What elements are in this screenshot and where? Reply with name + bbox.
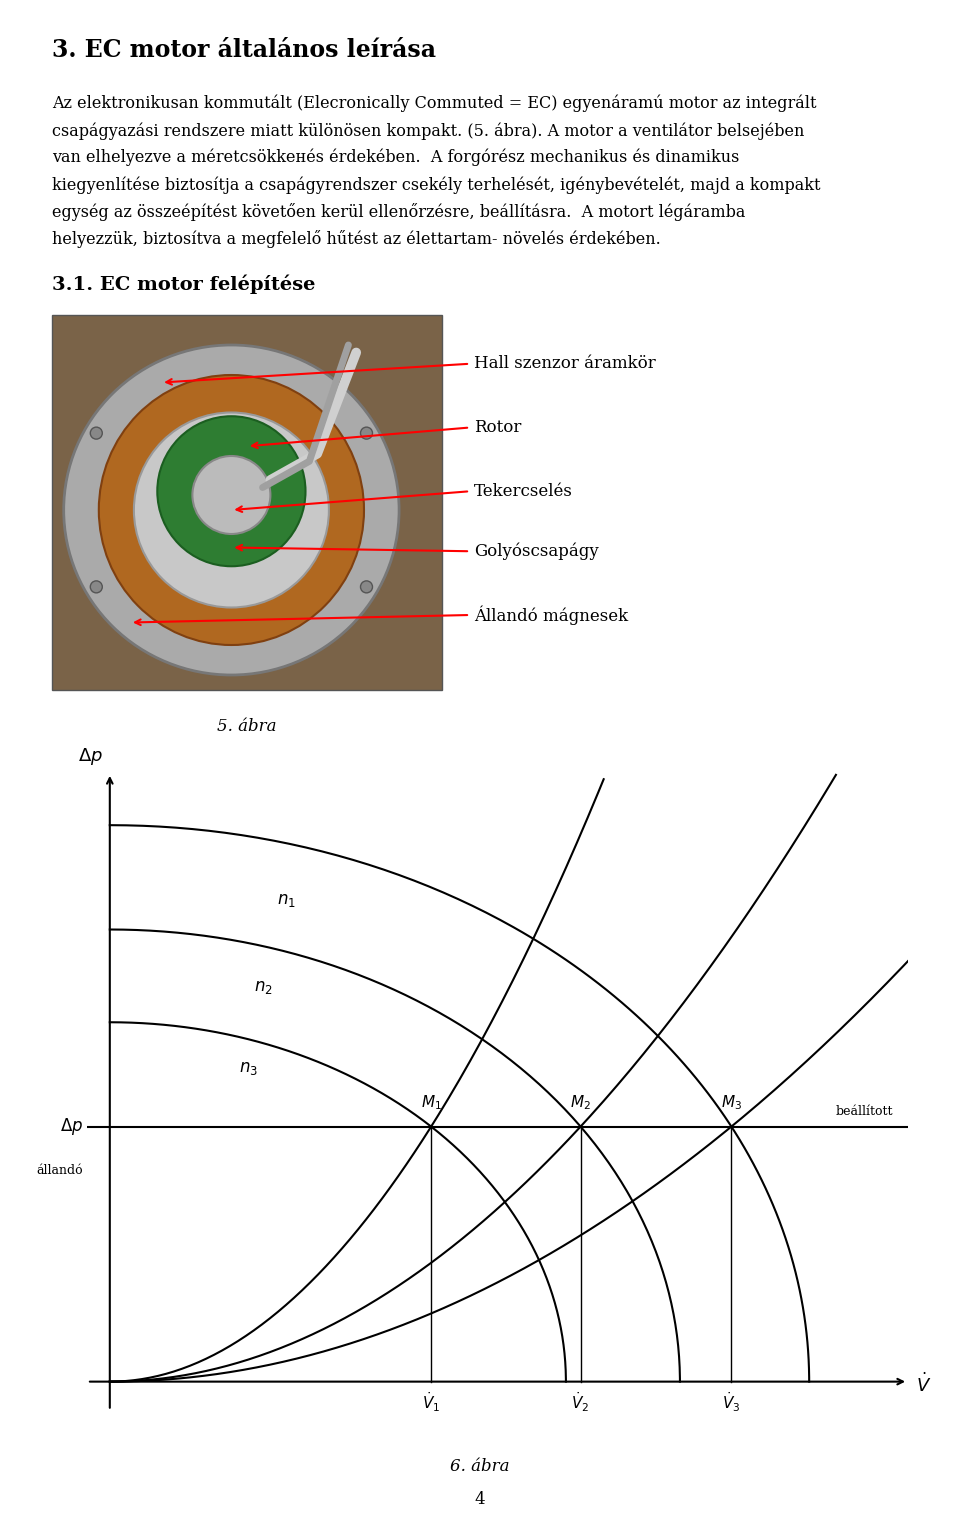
Ellipse shape: [133, 412, 329, 607]
Text: $M_1$: $M_1$: [420, 1093, 442, 1111]
Text: $\dot{V}_1$: $\dot{V}_1$: [422, 1390, 441, 1413]
Text: $\Delta p$: $\Delta p$: [79, 747, 104, 766]
Ellipse shape: [63, 345, 399, 675]
Circle shape: [90, 428, 103, 438]
Circle shape: [192, 455, 271, 533]
Text: Az elektronikusan kommutált (Elecronically Commuted = EC) egyenáramú motor az in: Az elektronikusan kommutált (Elecronical…: [52, 95, 817, 112]
Circle shape: [361, 581, 372, 593]
Text: $\dot{V}_3$: $\dot{V}_3$: [722, 1390, 740, 1413]
Text: Hall szenzor áramkör: Hall szenzor áramkör: [474, 356, 656, 373]
Text: Tekercselés: Tekercselés: [474, 483, 573, 500]
Text: Állandó mágnesek: Állandó mágnesek: [474, 606, 628, 625]
Text: Golyóscsapágy: Golyóscsapágy: [474, 543, 599, 560]
Circle shape: [361, 428, 372, 438]
Text: egység az összeépítést követően kerül ellenőrzésre, beállításra.  A motort légár: egység az összeépítést követően kerül el…: [52, 202, 745, 221]
Text: $M_2$: $M_2$: [570, 1093, 591, 1111]
Text: $n_1$: $n_1$: [277, 892, 296, 909]
Text: beállított: beállított: [835, 1105, 893, 1118]
Text: 6. ábra: 6. ábra: [450, 1458, 510, 1475]
Circle shape: [90, 581, 103, 593]
Text: 3. EC motor általános leírása: 3. EC motor általános leírása: [52, 38, 436, 61]
Text: $M_3$: $M_3$: [721, 1093, 742, 1111]
Text: 3.1. EC motor felépítése: 3.1. EC motor felépítése: [52, 274, 316, 294]
Text: van elhelyezve a méretcsökkенés érdekében.  A forgórész mechanikus és dinamikus: van elhelyezve a méretcsökkенés érdekébe…: [52, 149, 739, 167]
Text: $n_2$: $n_2$: [254, 980, 273, 996]
Text: $n_3$: $n_3$: [239, 1061, 258, 1078]
Ellipse shape: [99, 376, 364, 645]
Text: $\Delta p$: $\Delta p$: [60, 1116, 84, 1137]
Text: kiegyenlítése biztosítja a csapágyrendszer csekély terhelését, igénybevételét, m: kiegyenlítése biztosítja a csapágyrendsz…: [52, 176, 821, 193]
Text: 4: 4: [474, 1492, 486, 1508]
Text: 5. ábra: 5. ábra: [217, 717, 276, 734]
Bar: [52, 314, 442, 690]
Text: $\dot{V}$: $\dot{V}$: [916, 1374, 931, 1397]
Ellipse shape: [157, 417, 305, 566]
Text: állandó: állandó: [36, 1164, 84, 1176]
Text: helyezzük, biztosítva a megfelelő hűtést az élettartam- növelés érdekében.: helyezzük, biztosítva a megfelelő hűtést…: [52, 230, 660, 248]
Text: csapágyazási rendszere miatt különösen kompakt. (5. ábra). A motor a ventilátor : csapágyazási rendszere miatt különösen k…: [52, 123, 804, 140]
Text: Rotor: Rotor: [474, 419, 521, 435]
Text: $\dot{V}_2$: $\dot{V}_2$: [571, 1390, 589, 1413]
